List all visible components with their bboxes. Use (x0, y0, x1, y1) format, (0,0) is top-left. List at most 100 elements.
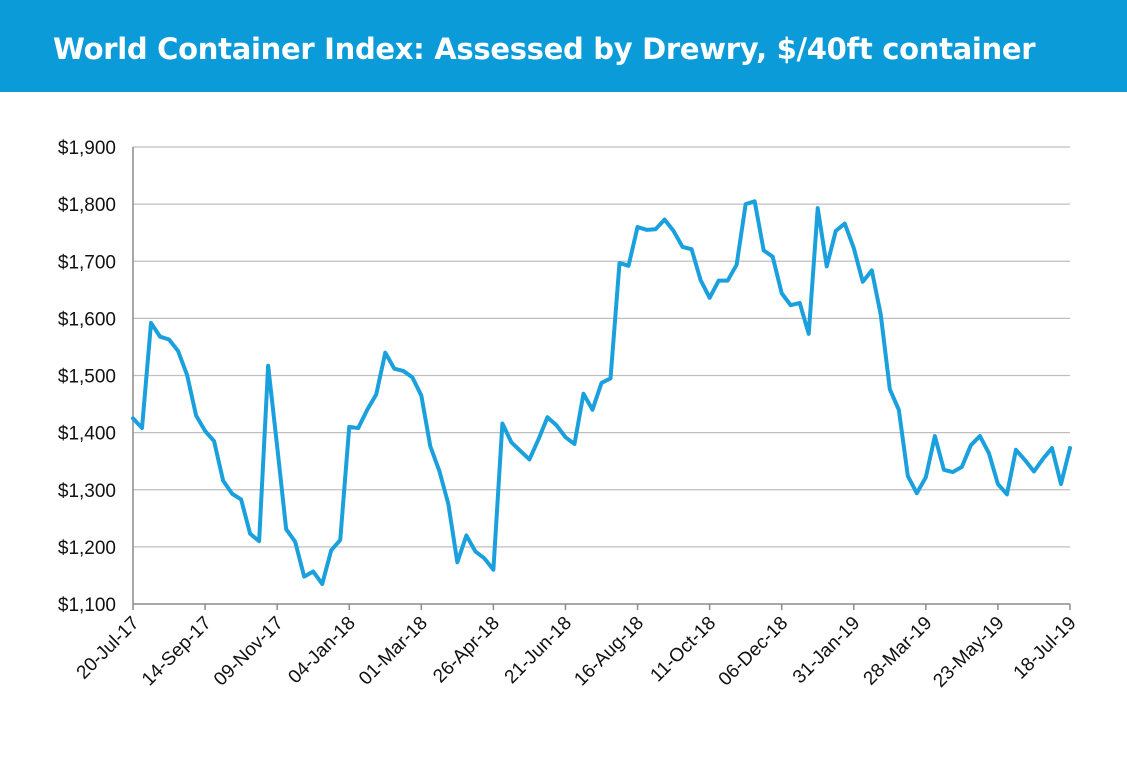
y-tick-label: $1,800 (58, 195, 116, 216)
chart-area: $1,100 $1,200 $1,300 $1,400 $1,500 $1,600 $1,7… (0, 92, 1127, 752)
data-point (140, 426, 144, 430)
x-tick-label: 26-Apr-18 (429, 613, 504, 688)
data-point (158, 335, 162, 339)
data-point (807, 332, 811, 336)
data-point (600, 381, 604, 385)
x-tick-label: 18-Jul-19 (1010, 613, 1081, 684)
data-point (969, 443, 973, 447)
data-point (681, 245, 685, 249)
data-point (834, 229, 838, 233)
x-tick-label: 01-Mar-18 (355, 613, 432, 690)
x-tick-label: 11-Oct-18 (647, 613, 721, 687)
y-tick-label: $1,400 (58, 424, 116, 445)
data-point (491, 568, 495, 572)
data-point (212, 439, 216, 443)
data-point (464, 533, 468, 537)
data-point (609, 376, 613, 380)
x-tick-label: 04-Jan-18 (284, 613, 359, 688)
data-point (167, 338, 171, 342)
x-tick-label: 16-Aug-18 (570, 613, 648, 691)
data-point (356, 426, 360, 430)
data-point (311, 569, 315, 573)
data-point (843, 222, 847, 226)
data-point (563, 435, 567, 439)
data-point (536, 437, 540, 441)
data-point (329, 548, 333, 552)
data-point (897, 408, 901, 412)
data-point (708, 296, 712, 300)
x-tick-label: 28-Mar-19 (860, 613, 937, 690)
data-point (645, 228, 649, 232)
data-point (239, 497, 243, 501)
x-tick-label: 09-Nov-17 (210, 613, 288, 691)
y-tick-label: $1,600 (58, 309, 116, 330)
data-point (320, 582, 324, 586)
x-tick-label: 06-Dec-18 (715, 613, 793, 691)
data-point (437, 469, 441, 473)
data-point (780, 291, 784, 295)
data-point (527, 457, 531, 461)
data-point (744, 202, 748, 206)
data-point (365, 408, 369, 412)
data-point (131, 416, 135, 420)
x-tick-label: 14-Sep-17 (138, 613, 216, 691)
data-point (762, 248, 766, 252)
data-point (663, 218, 667, 222)
data-point (374, 392, 378, 396)
line-chart: $1,100 $1,200 $1,300 $1,400 $1,500 $1,600 $1,7… (58, 138, 1081, 692)
data-point (870, 268, 874, 272)
data-point (275, 444, 279, 448)
data-point (798, 301, 802, 305)
data-point (735, 263, 739, 267)
data-point (627, 264, 631, 268)
data-point (1014, 448, 1018, 452)
data-point (816, 206, 820, 210)
data-point (302, 575, 306, 579)
data-point (446, 502, 450, 506)
data-point (1005, 492, 1009, 496)
x-tick-label: 23-May-19 (929, 613, 1008, 692)
data-point (401, 369, 405, 373)
data-point (951, 470, 955, 474)
data-point (383, 351, 387, 355)
series-line (131, 199, 1072, 587)
data-point (1059, 482, 1063, 486)
data-point (509, 440, 513, 444)
data-point (473, 549, 477, 553)
y-tick-label: $1,500 (58, 367, 116, 388)
data-point (1041, 457, 1045, 461)
data-point (789, 303, 793, 307)
data-point (554, 423, 558, 427)
data-point (572, 442, 576, 446)
data-point (293, 540, 297, 544)
data-point (428, 444, 432, 448)
data-point (879, 313, 883, 317)
data-point (690, 247, 694, 251)
y-tick-label: $1,100 (58, 595, 116, 616)
data-point (717, 279, 721, 283)
x-tick-label: 31-Jan-19 (789, 613, 864, 688)
data-point (1068, 446, 1072, 450)
data-point (284, 527, 288, 531)
data-point (996, 482, 1000, 486)
data-point (636, 225, 640, 229)
data-point (266, 364, 270, 368)
data-point (924, 475, 928, 479)
data-point (960, 465, 964, 469)
data-point (933, 434, 937, 438)
data-point (338, 538, 342, 542)
data-point (545, 415, 549, 419)
data-point (1032, 469, 1036, 473)
data-point (915, 491, 919, 495)
data-point (942, 468, 946, 472)
data-point (482, 556, 486, 560)
data-point (518, 449, 522, 453)
data-point (1050, 446, 1054, 450)
y-tick-label: $1,700 (58, 252, 116, 273)
data-point (392, 367, 396, 371)
x-tick-label: 21-Jun-18 (501, 613, 576, 688)
data-point (176, 349, 180, 353)
y-tick-label: $1,200 (58, 538, 116, 559)
data-point (410, 375, 414, 379)
chart-title: World Container Index: Assessed by Drewr… (53, 32, 1036, 66)
